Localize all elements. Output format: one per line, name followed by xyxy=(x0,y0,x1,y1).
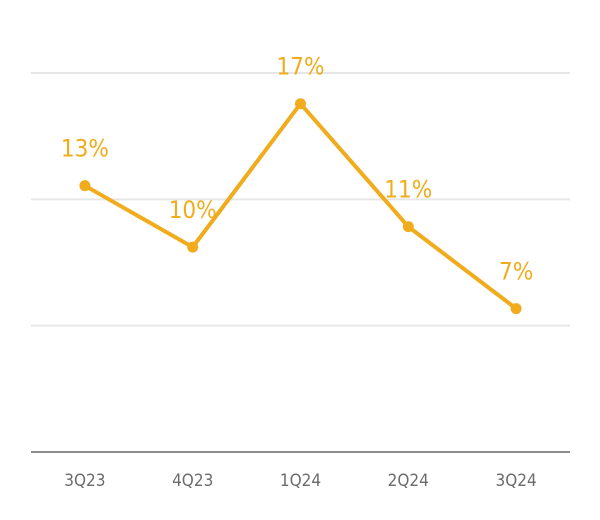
data-label: 17% xyxy=(277,53,325,81)
data-label: 10% xyxy=(169,196,217,224)
x-axis-tick-labels: 3Q23 4Q23 1Q24 2Q24 3Q24 xyxy=(64,471,536,491)
x-tick-label: 4Q23 xyxy=(172,471,213,491)
data-points xyxy=(79,98,522,315)
series-line xyxy=(82,101,519,311)
data-point xyxy=(295,98,306,110)
data-label: 7% xyxy=(499,258,533,286)
data-point xyxy=(510,303,522,315)
data-point xyxy=(187,241,199,253)
data-label: 13% xyxy=(61,135,109,163)
gridlines xyxy=(31,72,570,327)
x-tick-label: 3Q24 xyxy=(495,471,536,491)
data-point xyxy=(402,221,414,233)
data-point xyxy=(79,180,91,192)
x-tick-label: 3Q23 xyxy=(64,471,105,491)
data-labels: 13% 10% 17% 11% 7% xyxy=(61,53,533,286)
data-label: 11% xyxy=(384,176,432,204)
x-tick-label: 2Q24 xyxy=(388,471,429,491)
x-tick-label: 1Q24 xyxy=(280,471,321,491)
